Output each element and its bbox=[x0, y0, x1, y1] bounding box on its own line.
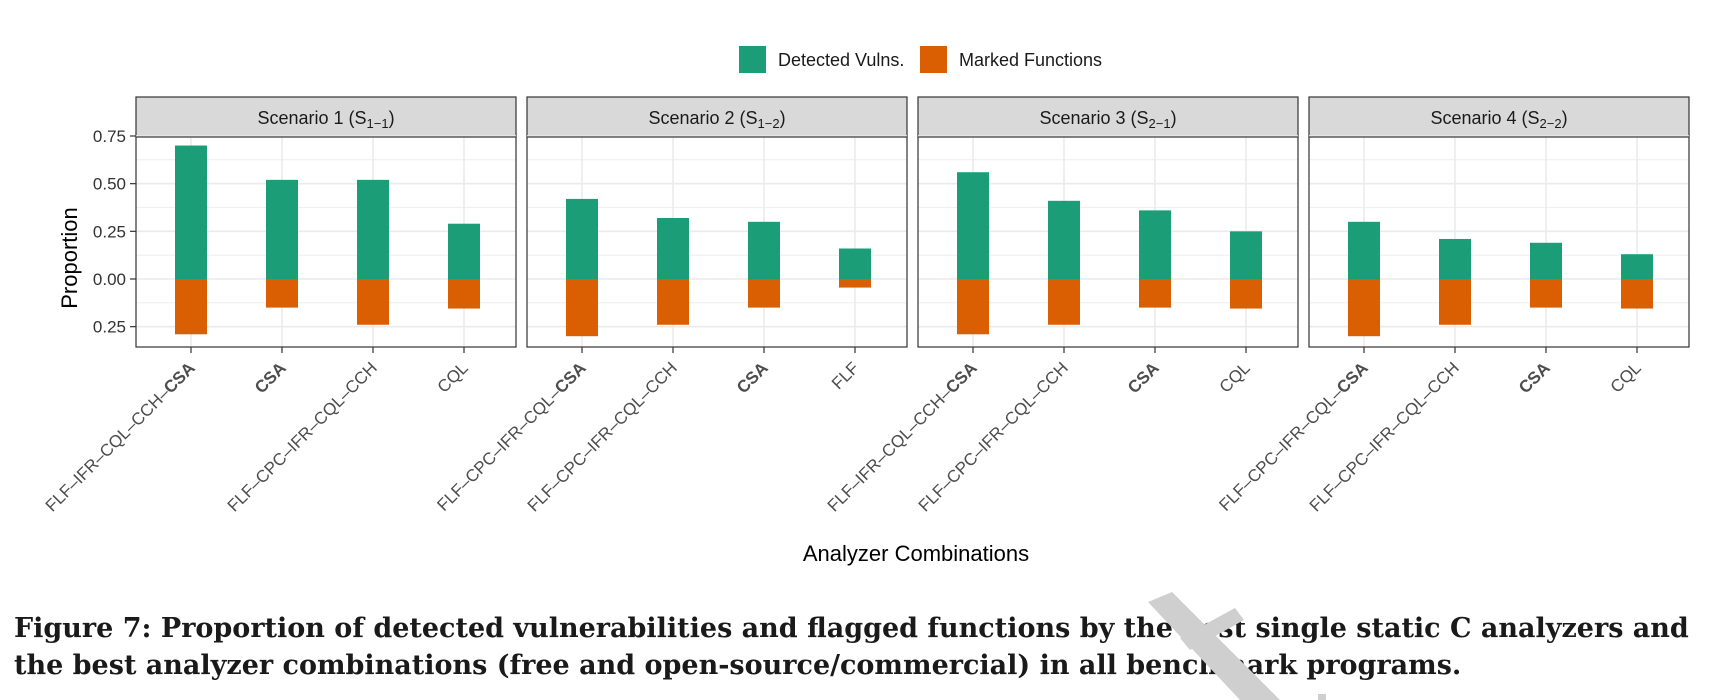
panels: Scenario 1 (S1−1)FLF–IFR–CQL–CCH–CSA CSAF… bbox=[42, 96, 1690, 515]
legend-swatch-marked bbox=[920, 46, 947, 73]
bar-marked bbox=[1230, 279, 1262, 309]
bar-detected bbox=[266, 179, 298, 279]
bar-marked bbox=[1139, 279, 1171, 308]
panel-title: Scenario 3 (S2−1) bbox=[1039, 108, 1176, 131]
panel-title: Scenario 2 (S1−2) bbox=[648, 108, 785, 131]
bar-detected bbox=[1048, 200, 1080, 279]
panel-3: Scenario 3 (S2−1)FLF–IFR–CQL–CCH–CSAFLF–… bbox=[824, 96, 1299, 515]
bar-marked bbox=[175, 279, 207, 335]
legend: Detected Vulns. Marked Functions bbox=[739, 46, 1102, 73]
bar-marked bbox=[1439, 279, 1471, 325]
bar-marked bbox=[839, 279, 871, 288]
x-tick-label: CQL bbox=[1216, 358, 1254, 396]
bar-detected bbox=[357, 179, 389, 279]
panel-title: Scenario 4 (S2−2) bbox=[1430, 108, 1567, 131]
x-tick-label: FLF–CPC–IFR–CQL–CCH bbox=[524, 358, 681, 515]
bar-detected bbox=[566, 198, 598, 279]
y-axis: 0.75 0.50 0.25 0.00 0.25 bbox=[93, 127, 136, 337]
panel-border bbox=[1308, 136, 1690, 348]
bar-marked bbox=[1048, 279, 1080, 325]
panel-title: Scenario 1 (S1−1) bbox=[257, 108, 394, 131]
x-tick-label: FLF–CPC–IFR–CQL–CCH bbox=[915, 358, 1072, 515]
y-tick-label: 0.25 bbox=[93, 318, 126, 337]
bar-marked bbox=[1530, 279, 1562, 308]
figure-caption: Figure 7: Proportion of detected vulnera… bbox=[14, 613, 1689, 681]
panel-strip bbox=[1308, 96, 1690, 138]
x-tick-label: FLF–CPC–IFR–CQL–CCH bbox=[1306, 358, 1463, 515]
x-tick-label: CSA bbox=[1124, 358, 1163, 397]
bar-marked bbox=[266, 279, 298, 308]
bar-marked bbox=[957, 279, 989, 335]
bar-marked bbox=[1348, 279, 1380, 337]
bar-detected bbox=[1530, 242, 1562, 279]
bar-marked bbox=[657, 279, 689, 325]
y-axis-title: Proportion bbox=[57, 207, 82, 309]
watermark-logo bbox=[1148, 592, 1326, 700]
bar-detected bbox=[1139, 210, 1171, 279]
x-tick-label: FLF bbox=[828, 358, 863, 393]
y-tick-label: 0.50 bbox=[93, 175, 126, 194]
legend-label-detected: Detected Vulns. bbox=[778, 50, 904, 70]
y-tick-label: 0.25 bbox=[93, 222, 126, 241]
bar-detected bbox=[1348, 221, 1380, 279]
x-tick-label: CQL bbox=[1607, 358, 1645, 396]
bar-marked bbox=[448, 279, 480, 309]
bar-detected bbox=[957, 172, 989, 279]
panel-strip bbox=[526, 96, 908, 138]
bar-detected bbox=[175, 145, 207, 279]
bar-detected bbox=[748, 221, 780, 279]
bar-detected bbox=[1439, 238, 1471, 279]
x-axis-title: Analyzer Combinations bbox=[803, 541, 1029, 566]
panel-strip bbox=[135, 96, 517, 138]
panel-border bbox=[917, 136, 1299, 348]
bar-marked bbox=[566, 279, 598, 337]
panel-border bbox=[526, 136, 908, 348]
panel-strip bbox=[917, 96, 1299, 138]
faceted-bar-chart: Detected Vulns. Marked Functions Proport… bbox=[42, 46, 1690, 566]
x-tick-label: CSA bbox=[251, 358, 290, 397]
legend-swatch-detected bbox=[739, 46, 766, 73]
bar-marked bbox=[1621, 279, 1653, 309]
bar-detected bbox=[1230, 231, 1262, 279]
panel-border bbox=[135, 136, 517, 348]
y-tick-label: 0.75 bbox=[93, 127, 126, 146]
x-tick-label: FLF–IFR–CQL–CCH–CSA bbox=[42, 358, 199, 515]
bar-detected bbox=[448, 223, 480, 279]
panel-1: Scenario 1 (S1−1) FLF–IFR–CQL–CCH–CSA CSAF… bbox=[42, 96, 517, 515]
x-tick-label: CSA bbox=[733, 358, 772, 397]
bar-detected bbox=[839, 248, 871, 279]
bar-marked bbox=[357, 279, 389, 325]
y-tick-label: 0.00 bbox=[93, 270, 126, 289]
x-tick-label: CSA bbox=[1515, 358, 1554, 397]
panel-2: Scenario 2 (S1−2)FLF–CPC–IFR–CQL–CSAFLF–… bbox=[433, 96, 908, 515]
bar-marked bbox=[748, 279, 780, 308]
bar-detected bbox=[657, 217, 689, 279]
x-tick-label: CQL bbox=[434, 358, 472, 396]
x-tick-label: FLF–CPC–IFR–CQL–CCH bbox=[224, 358, 381, 515]
legend-label-marked: Marked Functions bbox=[959, 50, 1102, 70]
bar-detected bbox=[1621, 254, 1653, 279]
